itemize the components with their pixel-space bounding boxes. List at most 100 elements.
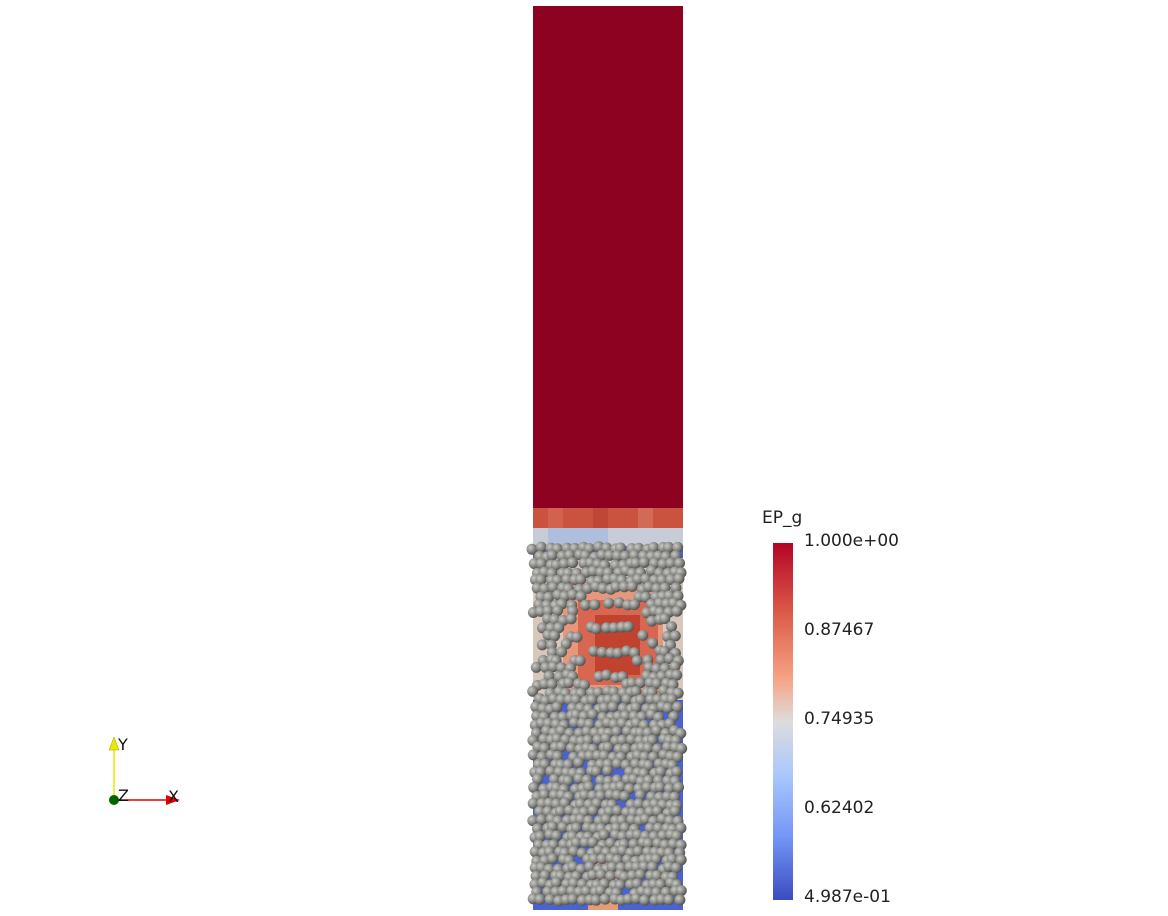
particle	[621, 725, 633, 737]
particle	[575, 798, 587, 810]
x-axis-arrowhead	[166, 795, 180, 805]
particle	[612, 647, 624, 659]
particle	[591, 766, 602, 777]
particle	[605, 837, 617, 849]
transition-band-1	[533, 508, 683, 528]
particle	[673, 781, 684, 793]
particle	[586, 694, 598, 706]
particle	[674, 557, 685, 569]
particle	[642, 837, 654, 849]
particle	[669, 661, 681, 672]
particle	[552, 750, 564, 762]
legend-color-bar	[773, 543, 793, 900]
particle	[671, 766, 683, 778]
particle	[579, 679, 590, 691]
particle	[603, 597, 615, 609]
particle	[619, 822, 631, 834]
particle	[644, 822, 656, 834]
particle	[602, 765, 614, 777]
particle-bed	[526, 541, 688, 907]
particle	[625, 734, 637, 745]
particle	[598, 750, 610, 762]
particle	[611, 805, 623, 817]
particle	[536, 639, 548, 651]
particle	[587, 869, 599, 881]
particle	[607, 701, 619, 713]
particle	[565, 613, 577, 625]
particle	[528, 782, 540, 793]
particle	[561, 574, 573, 585]
particle	[630, 557, 642, 569]
particle	[590, 894, 602, 906]
particle	[557, 885, 569, 897]
particle	[546, 549, 558, 561]
particle	[647, 861, 659, 873]
particle	[600, 813, 612, 825]
particle	[655, 654, 667, 666]
particle	[665, 574, 677, 586]
particle	[626, 581, 638, 592]
particle	[535, 558, 547, 570]
particle	[618, 581, 630, 593]
particle	[675, 885, 687, 897]
particle	[664, 653, 676, 665]
particle	[670, 582, 682, 594]
particle	[527, 749, 539, 761]
particle	[611, 758, 623, 770]
particle	[567, 557, 579, 569]
particle	[558, 558, 570, 570]
particle	[633, 798, 645, 810]
particle	[568, 845, 580, 857]
y-axis-arrowhead	[108, 736, 120, 751]
particle	[666, 693, 678, 705]
particle	[575, 573, 587, 585]
particle	[615, 781, 627, 792]
particle	[551, 733, 563, 745]
particle	[619, 790, 631, 802]
particle	[536, 814, 547, 826]
particle	[626, 870, 638, 881]
particle	[605, 870, 617, 882]
particle	[589, 599, 601, 611]
legend-label-4: 0.62402	[804, 798, 875, 818]
particle	[534, 830, 546, 842]
particle	[663, 894, 675, 906]
particle	[611, 726, 623, 738]
particle	[666, 621, 677, 633]
particle	[634, 869, 646, 881]
particle	[547, 853, 559, 865]
particle	[669, 805, 681, 817]
particle	[571, 631, 583, 643]
particle	[527, 797, 539, 809]
particle	[601, 669, 612, 681]
particle	[651, 725, 663, 737]
particle	[546, 678, 558, 690]
particle	[629, 599, 640, 611]
particle	[620, 743, 632, 755]
particle	[622, 621, 634, 633]
particle	[604, 549, 616, 561]
legend-label-3: 0.74935	[804, 709, 875, 729]
particle	[556, 646, 568, 658]
particle	[582, 583, 594, 594]
particle	[567, 893, 579, 905]
particle	[534, 805, 546, 817]
particle	[665, 557, 677, 569]
particle	[562, 775, 574, 787]
particle	[530, 870, 542, 882]
particle	[526, 543, 538, 555]
particle	[670, 862, 682, 874]
particle	[563, 677, 575, 689]
particle	[622, 893, 634, 905]
transition-band-2	[533, 528, 683, 546]
particle	[587, 837, 599, 848]
particle	[574, 655, 586, 667]
z-axis-dot	[109, 795, 119, 805]
particle	[567, 589, 579, 601]
particle	[673, 573, 685, 585]
particle	[647, 637, 659, 649]
particle	[551, 830, 563, 842]
particle	[579, 599, 591, 611]
particle	[580, 885, 592, 897]
